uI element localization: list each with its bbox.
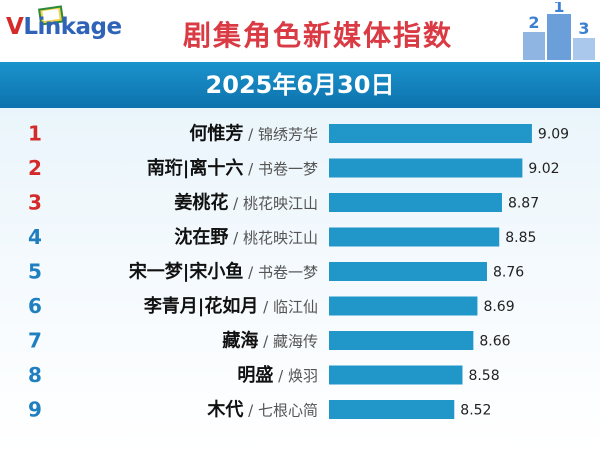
- svg-text:1: 1: [553, 2, 564, 16]
- svg-text:3: 3: [578, 19, 589, 38]
- logo-card-icon: [38, 5, 65, 26]
- row-label: 宋一梦|宋小鱼 / 书卷一梦: [129, 261, 318, 283]
- value-label: 8.87: [508, 196, 539, 212]
- separator: /: [273, 367, 288, 385]
- separator: /: [243, 402, 258, 420]
- rank-number: 8: [28, 363, 42, 387]
- bar: [329, 227, 500, 247]
- rank-number: 5: [28, 260, 42, 284]
- separator: /: [228, 229, 243, 247]
- row-label: 李青月|花如月 / 临江仙: [143, 295, 318, 317]
- role-name: 宋一梦|宋小鱼: [129, 261, 244, 283]
- drama-title: 书卷一梦: [258, 160, 318, 178]
- bar: [329, 296, 478, 316]
- role-name: 藏海: [222, 330, 258, 352]
- row-label: 沈在野 / 桃花映江山: [174, 226, 318, 248]
- role-name: 南珩|离十六: [147, 157, 244, 179]
- bar: [329, 124, 532, 143]
- value-label: 8.58: [468, 368, 499, 384]
- value-label: 8.66: [479, 334, 510, 350]
- drama-title: 藏海传: [273, 333, 318, 351]
- value-label: 9.02: [528, 161, 559, 177]
- header: VLinkage 剧集角色新媒体指数 2 1 3: [0, 0, 600, 62]
- row-label: 姜桃花 / 桃花映江山: [174, 192, 318, 214]
- value-label: 8.85: [505, 230, 536, 246]
- role-name: 木代: [206, 399, 243, 421]
- role-name: 李青月|花如月: [143, 295, 259, 317]
- drama-title: 临江仙: [273, 298, 318, 316]
- value-label: 8.69: [483, 299, 514, 315]
- row-label: 木代 / 七根心简: [206, 399, 318, 421]
- value-label: 8.76: [493, 265, 524, 281]
- rank-number: 3: [28, 191, 42, 215]
- drama-title: 焕羽: [288, 367, 318, 385]
- page-title: 剧集角色新媒体指数: [182, 19, 453, 52]
- separator: /: [228, 195, 243, 213]
- drama-title: 七根心简: [258, 402, 318, 420]
- svg-text:2: 2: [528, 13, 539, 32]
- separator: /: [258, 333, 273, 351]
- drama-title: 桃花映江山: [243, 195, 318, 213]
- ranking-bar-chart: 1 何惟芳 / 锦绣芳华 9.09 2 南珩|离十六 / 书卷一梦 9.02 3 姜桃花 / …: [28, 122, 569, 422]
- logo-text: VLinkage: [6, 14, 122, 40]
- row-label: 何惟芳 / 锦绣芳华: [189, 123, 318, 145]
- separator: /: [243, 264, 258, 282]
- rank-number: 4: [28, 225, 42, 249]
- separator: /: [243, 160, 258, 178]
- podium-icon: 2 1 3: [523, 2, 595, 60]
- row-label: 明盛 / 焕羽: [237, 364, 318, 386]
- rank-number: 2: [28, 156, 42, 180]
- row-label: 藏海 / 藏海传: [222, 330, 318, 352]
- date-banner: 2025年6月30日: [0, 62, 600, 108]
- separator: /: [243, 126, 258, 144]
- bar: [329, 365, 463, 385]
- role-name: 明盛: [237, 364, 273, 386]
- bar: [329, 400, 455, 419]
- rank-number: 6: [28, 294, 42, 318]
- role-name: 何惟芳: [189, 123, 243, 145]
- role-name: 姜桃花: [174, 192, 228, 214]
- value-label: 8.52: [460, 403, 491, 419]
- drama-title: 桃花映江山: [243, 229, 318, 247]
- role-name: 沈在野: [174, 226, 228, 248]
- bar: [329, 158, 523, 178]
- drama-title: 锦绣芳华: [258, 126, 318, 144]
- row-label: 南珩|离十六 / 书卷一梦: [147, 157, 318, 179]
- separator: /: [258, 298, 273, 316]
- drama-title: 书卷一梦: [258, 264, 318, 282]
- bar: [329, 193, 502, 212]
- rank-number: 7: [28, 329, 42, 353]
- value-label: 9.09: [538, 127, 569, 143]
- rank-number: 1: [28, 122, 42, 146]
- rank-number: 9: [28, 398, 42, 422]
- bar: [329, 262, 487, 281]
- bar: [329, 331, 474, 350]
